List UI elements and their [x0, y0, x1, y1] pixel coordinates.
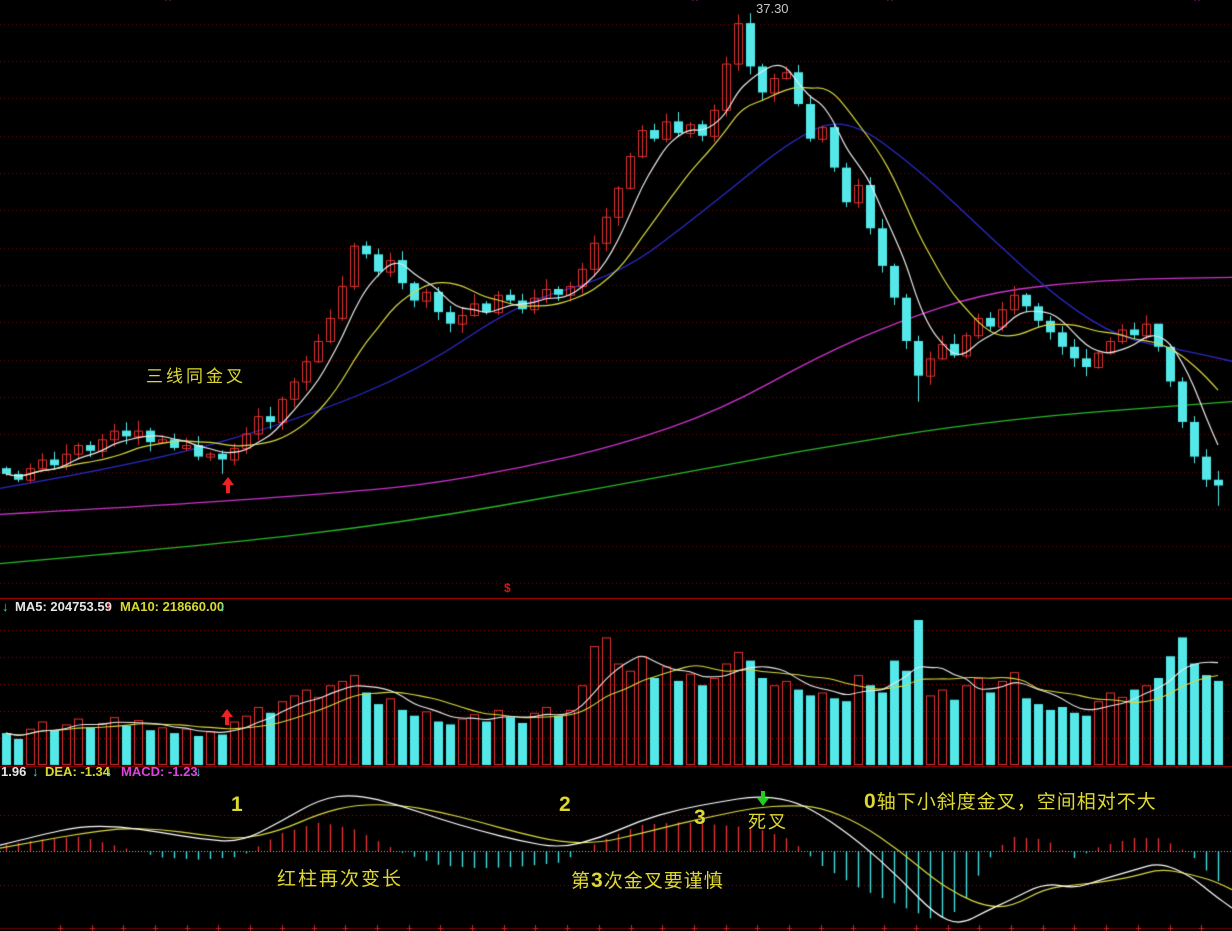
- annotation-third-rest: 次金叉要谨慎: [603, 871, 724, 892]
- annotation-zero-rest: 轴下小斜度金叉，空间相对不大: [876, 792, 1157, 813]
- annotation-cross-number-1: 1: [231, 793, 243, 816]
- dea-down-arrow-icon: ↓: [106, 764, 113, 779]
- ma5-up-arrow-icon: ↑: [105, 598, 112, 613]
- dea-readout: DEA: -1.34: [45, 764, 111, 779]
- annotation-red-bars-longer: 红柱再次变长: [277, 869, 404, 890]
- caret-marker-icon: ^: [1194, 0, 1200, 6]
- death-cross-down-arrow-icon: [757, 791, 769, 806]
- dif-readout: 1.96: [1, 764, 27, 779]
- arrow-stem: [761, 791, 765, 798]
- annotation-cross-number-2: 2: [559, 793, 571, 816]
- annotation-zero-bold: 0: [864, 790, 877, 813]
- arrow-head: [221, 709, 233, 717]
- annotation-zero-axis-golden-cross: 0轴下小斜度金叉，空间相对不大: [864, 791, 1157, 812]
- ma10-down-arrow-icon: ↓: [219, 599, 226, 614]
- volume-up-arrow-icon: [221, 709, 233, 725]
- arrow-stem: [226, 485, 230, 493]
- caret-marker-icon: ^: [165, 0, 171, 6]
- caret-marker-icon: ^: [887, 0, 893, 6]
- annotation-cross-number-3: 3: [694, 806, 706, 829]
- annotation-third-num: 3: [591, 869, 604, 892]
- annotation-three-line-golden-cross: 三线同金叉: [146, 367, 246, 386]
- annotation-third-prefix: 第: [571, 871, 592, 892]
- dif-down-arrow-icon: ↓: [32, 764, 39, 779]
- ma5-down-arrow-icon: ↓: [2, 599, 9, 614]
- arrow-head: [757, 798, 769, 806]
- event-marker: $: [504, 581, 511, 595]
- peak-price-label: 37.30: [756, 1, 789, 16]
- arrow-stem: [225, 717, 229, 725]
- caret-marker-icon: ^: [692, 0, 698, 6]
- macd-readout: MACD: -1.23: [121, 764, 198, 779]
- volume-ma10-readout: MA10: 218660.00: [120, 599, 225, 614]
- buy-signal-up-arrow-icon: [222, 477, 234, 493]
- macd-down-arrow-icon: ↓: [195, 764, 202, 779]
- annotation-third-golden-cross-caution: 第3次金叉要谨慎: [571, 870, 724, 891]
- arrow-head: [222, 477, 234, 485]
- volume-ma5-readout: MA5: 204753.59: [15, 599, 112, 614]
- annotation-death-cross: 死叉: [748, 812, 788, 832]
